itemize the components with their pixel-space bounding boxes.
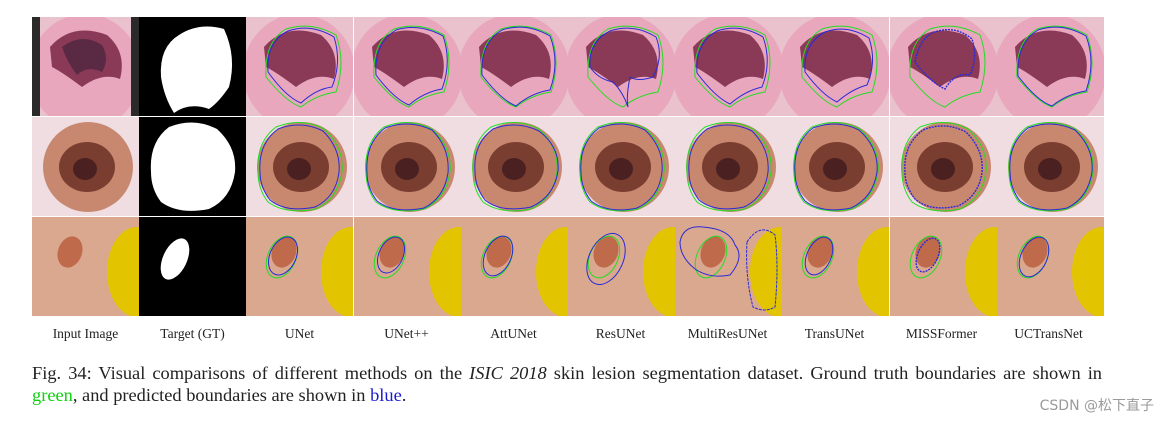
caption-end: . <box>401 385 407 405</box>
column-label: AttUNet <box>490 326 537 341</box>
caption-green-word: green <box>32 385 73 405</box>
column-label: MISSFormer <box>905 326 978 341</box>
row3-input-image <box>32 217 139 316</box>
row1-transunet <box>782 17 890 116</box>
row1-input-image <box>32 17 139 116</box>
row1-unet <box>246 17 354 116</box>
column-label: TransUNet <box>804 326 865 341</box>
row2-input-image <box>32 117 139 216</box>
row1-target-gt <box>139 17 247 116</box>
row1-attunet <box>460 17 568 116</box>
column-label: UNet++ <box>384 326 429 341</box>
row3-resunet <box>567 217 675 316</box>
row1-uctransnet <box>996 17 1104 116</box>
caption-middle: skin lesion segmentation dataset. Ground… <box>546 363 1103 383</box>
caption-dataset: ISIC 2018 <box>469 363 547 383</box>
row2-missformer <box>889 117 997 216</box>
caption-blue-word: blue <box>370 385 402 405</box>
row2-unetpp <box>353 117 461 216</box>
column-label: ResUNet <box>595 326 646 341</box>
row3-uctransnet <box>996 217 1104 316</box>
watermark: CSDN @松下直子 <box>1039 398 1154 414</box>
row3-unet <box>246 217 354 316</box>
column-label: MultiResUNet <box>687 326 768 341</box>
row1-unetpp <box>353 17 461 116</box>
row3-multiresunet <box>675 217 783 316</box>
row1-missformer <box>889 17 997 116</box>
row3-missformer <box>889 217 997 316</box>
row3-unetpp <box>353 217 461 316</box>
column-label: Target (GT) <box>160 326 225 341</box>
row1-resunet <box>567 17 675 116</box>
row2-multiresunet <box>675 117 783 216</box>
row2-target-gt <box>139 117 247 216</box>
figure-caption: Fig. 34: Visual comparisons of different… <box>32 362 1102 406</box>
column-label: UCTransNet <box>1014 326 1083 341</box>
row3-attunet <box>460 217 568 316</box>
row2-uctransnet <box>996 117 1104 216</box>
caption-mid2: , and predicted boundaries are shown in <box>72 385 371 405</box>
column-label: Input Image <box>52 326 119 341</box>
row1-multiresunet <box>675 17 783 116</box>
caption-prefix: Fig. 34: Visual comparisons of different… <box>32 363 470 383</box>
row3-target-gt <box>139 217 247 316</box>
column-label: UNet <box>284 326 315 341</box>
row2-attunet <box>460 117 568 216</box>
row2-unet <box>246 117 354 216</box>
figure-grid <box>32 17 1104 316</box>
row3-transunet <box>782 217 890 316</box>
row2-transunet <box>782 117 890 216</box>
row2-resunet <box>567 117 675 216</box>
column-labels: Input Image Target (GT) UNet UNet++ AttU… <box>32 326 1104 346</box>
